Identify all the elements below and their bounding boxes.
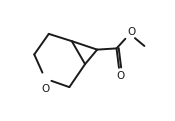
Text: O: O — [42, 84, 50, 94]
Text: O: O — [128, 27, 136, 37]
Text: O: O — [117, 71, 125, 81]
